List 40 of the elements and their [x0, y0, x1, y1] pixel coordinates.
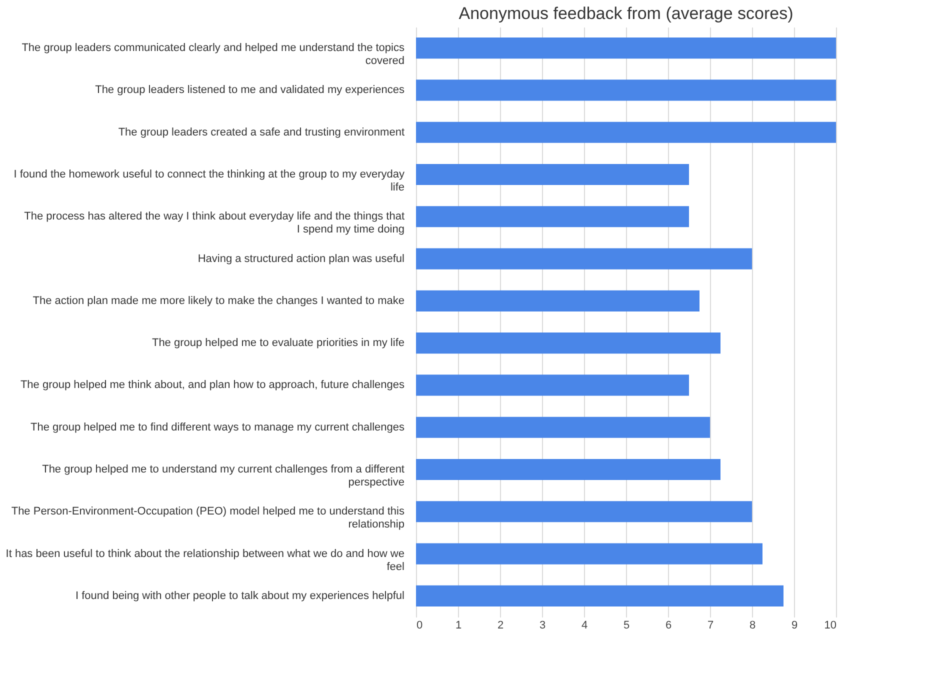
y-tick-label: Having a structured action plan was useful: [198, 252, 404, 265]
bar: [416, 332, 720, 354]
x-tick-label: 8: [749, 620, 756, 632]
x-tick-label: 0: [416, 620, 423, 632]
y-tick-label: The group leaders listened to me and validated my experiences: [95, 84, 405, 96]
y-tick-label: The group leaders communicated clearly and helped me understand the topics covered: [22, 42, 405, 68]
y-tick-label: I found being with other people to talk about my experiences helpful: [76, 590, 404, 602]
bar: [416, 585, 784, 606]
bar: [416, 248, 752, 270]
y-tick-label: The action plan made me more likely to make the changes I wanted to make: [32, 294, 404, 307]
bar: [416, 458, 720, 480]
bar: [416, 290, 700, 312]
chart-title: Anonymous feedback from (average scores): [458, 4, 794, 23]
bar: [416, 164, 689, 186]
x-tick-label: 7: [707, 620, 714, 632]
x-tick-label: 5: [623, 620, 630, 632]
bar: [416, 206, 689, 228]
y-tick-label: I found the homework useful to connect the thinking at the group to my everyday life: [14, 168, 405, 194]
x-tick-label: 2: [497, 620, 504, 632]
x-tick-label: 3: [539, 620, 546, 632]
y-tick-label: The group helped me to understand my current challenges from a different perspective: [42, 464, 404, 488]
y-tick-label: It has been useful to think about the relationship between what we do and how we feel: [6, 548, 404, 573]
bar: [416, 501, 752, 522]
y-tick-label: The group leaders created a safe and trusting environment: [118, 126, 404, 138]
bar: [416, 416, 710, 438]
y-tick-label: The group helped me to find different ways to manage my current challenges: [30, 421, 405, 434]
y-tick-label: The Person-Environment-Occupation (PEO) model helped me to understand this relationship: [11, 506, 405, 531]
x-tick-label: 1: [455, 620, 462, 632]
y-tick-label: The group helped me to evaluate priorities in my life: [152, 337, 404, 350]
x-tick-label: 4: [581, 620, 588, 632]
bar: [416, 80, 836, 101]
bar: [416, 543, 762, 564]
y-tick-label: The group helped me think about, and plan how to approach, future challenges: [20, 379, 405, 392]
x-tick-label: 6: [665, 620, 672, 632]
bar: [416, 122, 836, 143]
y-tick-label: The process has altered the way I think about everyday life and the things that I spend my time doing: [24, 210, 404, 236]
bar: [416, 374, 689, 396]
x-tick-label: 9: [791, 620, 798, 632]
bar: [416, 38, 836, 59]
x-tick-label: 10: [824, 620, 836, 632]
